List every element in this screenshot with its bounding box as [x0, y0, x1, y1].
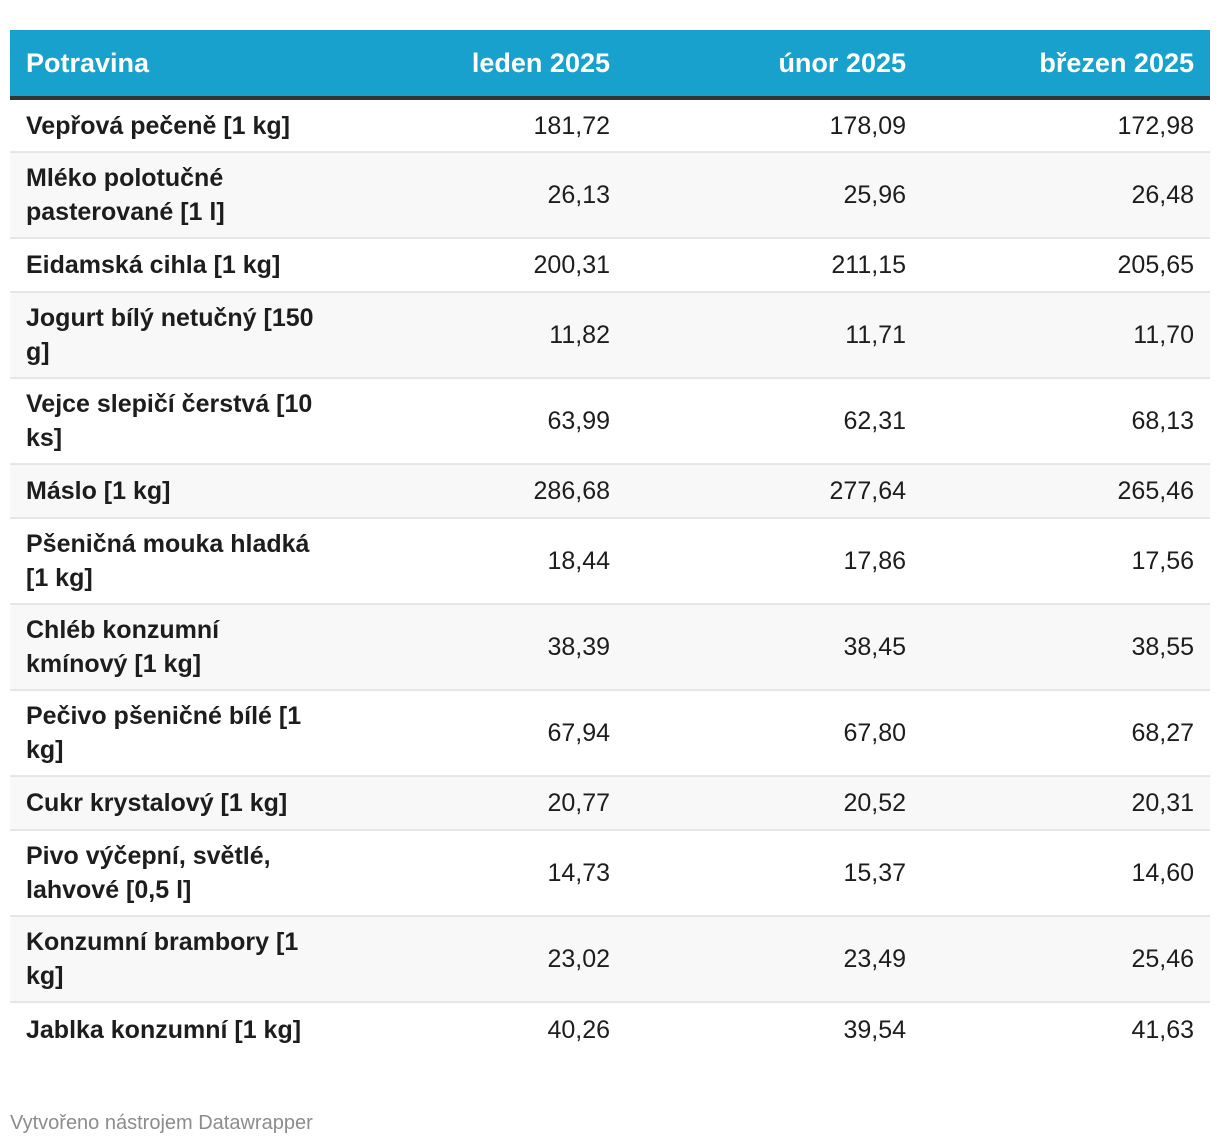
price-march: 265,46: [922, 464, 1210, 519]
price-march: 41,63: [1131, 1015, 1194, 1044]
table-row: Mléko polotučné pasterované [1 l] 26,13 …: [10, 152, 1210, 239]
table-row: Cukr krystalový [1 kg] 20,77 20,52 20,31: [10, 776, 1210, 831]
food-name: Cukr krystalový [1 kg]: [10, 776, 330, 831]
price-march: 25,46: [922, 916, 1210, 1003]
price-march: 17,56: [922, 518, 1210, 605]
price-january: 23,02: [330, 916, 626, 1003]
table-header: Potravina leden 2025 únor 2025 březen 20…: [10, 30, 1210, 100]
footer-credit: Vytvořeno nástrojem Datawrapper: [10, 1112, 313, 1134]
price-january: 20,77: [330, 776, 626, 831]
food-name: Pšeničná mouka hladká [1 kg]: [10, 518, 330, 605]
price-february: 15,37: [626, 830, 922, 917]
price-january: 67,94: [330, 690, 626, 777]
table-row: Pivo výčepní, světlé, lahvové [0,5 l] 14…: [10, 830, 1210, 917]
price-january: 14,73: [330, 830, 626, 917]
food-name: Pečivo pšeničné bílé [1 kg]: [10, 690, 330, 777]
food-name: Vejce slepičí čerstvá [10 ks]: [10, 378, 330, 465]
food-name: Jablka konzumní [1 kg]: [26, 1015, 302, 1044]
price-january: 200,31: [330, 238, 626, 293]
price-march: 14,60: [922, 830, 1210, 917]
header-march[interactable]: březen 2025: [922, 30, 1210, 100]
table-row: Jablka konzumní [1 kg] 40,26 39,54 41,63: [10, 1002, 1210, 1056]
price-february: 17,86: [626, 518, 922, 605]
price-february: 62,31: [626, 378, 922, 465]
header-food[interactable]: Potravina: [10, 30, 330, 100]
price-january: 286,68: [330, 464, 626, 519]
table-row: Pečivo pšeničné bílé [1 kg] 67,94 67,80 …: [10, 690, 1210, 777]
price-february: 11,71: [626, 292, 922, 379]
food-name: Máslo [1 kg]: [10, 464, 330, 519]
food-name: Chléb konzumní kmínový [1 kg]: [10, 604, 330, 691]
price-january: 40,26: [547, 1015, 610, 1044]
price-january: 11,82: [330, 292, 626, 379]
food-name: Eidamská cihla [1 kg]: [10, 238, 330, 293]
price-february: 25,96: [626, 152, 922, 239]
price-february: 211,15: [626, 238, 922, 293]
price-march: 38,55: [922, 604, 1210, 691]
price-february: 39,54: [843, 1015, 906, 1044]
food-name: Konzumní brambory [1 kg]: [10, 916, 330, 1003]
table-row: Konzumní brambory [1 kg] 23,02 23,49 25,…: [10, 916, 1210, 1003]
price-table: Potravina leden 2025 únor 2025 březen 20…: [10, 30, 1210, 1056]
table-row: Jogurt bílý netučný [150 g] 11,82 11,71 …: [10, 292, 1210, 379]
food-name: Mléko polotučné pasterované [1 l]: [10, 152, 330, 239]
table-row: Eidamská cihla [1 kg] 200,31 211,15 205,…: [10, 238, 1210, 293]
price-march: 205,65: [922, 238, 1210, 293]
price-march: 68,27: [922, 690, 1210, 777]
header-january[interactable]: leden 2025: [330, 30, 626, 100]
price-january: 63,99: [330, 378, 626, 465]
table-row: Chléb konzumní kmínový [1 kg] 38,39 38,4…: [10, 604, 1210, 691]
table-row: Vepřová pečeně [1 kg] 181,72 178,09 172,…: [10, 98, 1210, 153]
price-february: 67,80: [626, 690, 922, 777]
price-march: 20,31: [922, 776, 1210, 831]
price-january: 26,13: [330, 152, 626, 239]
table-row: Máslo [1 kg] 286,68 277,64 265,46: [10, 464, 1210, 519]
table-body: Vepřová pečeně [1 kg] 181,72 178,09 172,…: [10, 98, 1210, 1056]
price-january: 18,44: [330, 518, 626, 605]
price-march: 68,13: [922, 378, 1210, 465]
price-january: 181,72: [330, 98, 626, 153]
price-february: 23,49: [626, 916, 922, 1003]
food-name: Pivo výčepní, světlé, lahvové [0,5 l]: [10, 830, 330, 917]
price-february: 178,09: [626, 98, 922, 153]
table-row: Vejce slepičí čerstvá [10 ks] 63,99 62,3…: [10, 378, 1210, 465]
header-february[interactable]: únor 2025: [626, 30, 922, 100]
table-row: Pšeničná mouka hladká [1 kg] 18,44 17,86…: [10, 518, 1210, 605]
price-january: 38,39: [330, 604, 626, 691]
food-name: Jogurt bílý netučný [150 g]: [10, 292, 330, 379]
price-table-container: Potravina leden 2025 únor 2025 březen 20…: [10, 30, 1210, 1056]
header-row: Potravina leden 2025 únor 2025 březen 20…: [10, 30, 1210, 100]
price-march: 26,48: [922, 152, 1210, 239]
food-name: Vepřová pečeně [1 kg]: [10, 98, 330, 153]
price-february: 20,52: [626, 776, 922, 831]
price-march: 172,98: [922, 98, 1210, 153]
price-march: 11,70: [922, 292, 1210, 379]
price-february: 38,45: [626, 604, 922, 691]
price-february: 277,64: [626, 464, 922, 519]
